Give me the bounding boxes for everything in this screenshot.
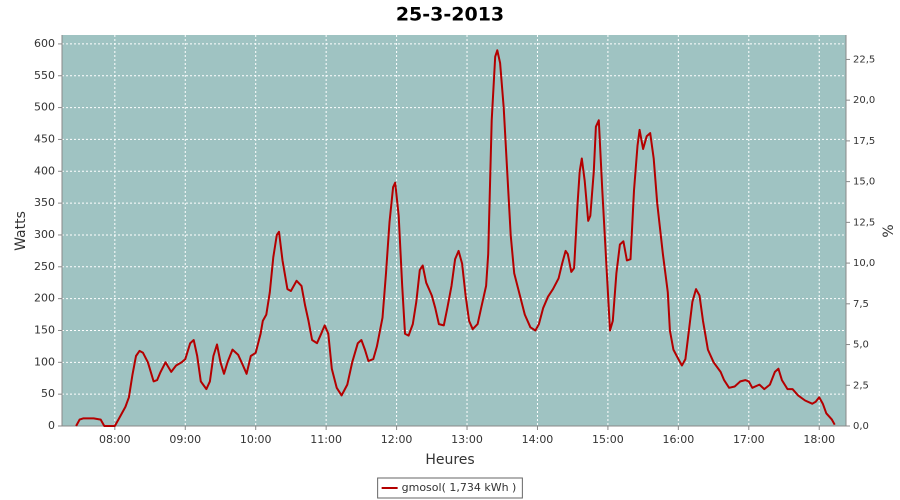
y-tick-label: 350 [34, 196, 55, 209]
y2-tick-label: 2,5 [853, 380, 869, 391]
y-axis-title: Watts [13, 211, 29, 251]
y2-tick-label: 15,0 [853, 177, 875, 188]
plot-area [62, 35, 846, 426]
y2-tick-label: 7,5 [853, 299, 869, 310]
x-tick-label: 12:00 [381, 433, 413, 446]
y2-tick-label: 22,5 [853, 54, 875, 65]
y2-tick-label: 20,0 [853, 95, 875, 106]
y-tick-label: 100 [34, 355, 55, 368]
y-tick-label: 600 [34, 37, 55, 50]
x-tick-label: 18:00 [803, 433, 835, 446]
y2-tick-label: 10,0 [853, 258, 875, 269]
y2-tick-label: 5,0 [853, 340, 869, 351]
y-tick-label: 0 [48, 419, 55, 432]
y-tick-label: 300 [34, 228, 55, 241]
y2-tick-label: 12,5 [853, 217, 875, 228]
y-tick-label: 250 [34, 260, 55, 273]
y2-axis-title: % [881, 224, 897, 237]
y-tick-label: 450 [34, 132, 55, 145]
y2-tick-label: 17,5 [853, 136, 875, 147]
y-tick-label: 550 [34, 69, 55, 82]
x-tick-label: 17:00 [733, 433, 765, 446]
x-tick-label: 15:00 [592, 433, 624, 446]
legend: gmosol( 1,734 kWh ) [377, 477, 523, 499]
x-tick-label: 10:00 [240, 433, 272, 446]
y2-tick-label: 0,0 [853, 421, 869, 432]
legend-label: gmosol( 1,734 kWh ) [402, 481, 517, 494]
x-axis-title: Heures [425, 452, 474, 468]
x-tick-label: 09:00 [169, 433, 201, 446]
series-line [75, 49, 836, 427]
y-tick-label: 400 [34, 164, 55, 177]
chart-title: 25-3-2013 [396, 4, 504, 26]
x-tick-label: 08:00 [99, 433, 131, 446]
x-tick-label: 14:00 [522, 433, 554, 446]
legend-box [377, 477, 523, 499]
x-tick-label: 16:00 [663, 433, 695, 446]
x-tick-label: 13:00 [451, 433, 483, 446]
y-tick-label: 500 [34, 101, 55, 114]
y-tick-label: 200 [34, 292, 55, 305]
y-tick-label: 50 [41, 387, 55, 400]
x-tick-label: 11:00 [310, 433, 342, 446]
y-tick-label: 150 [34, 323, 55, 336]
